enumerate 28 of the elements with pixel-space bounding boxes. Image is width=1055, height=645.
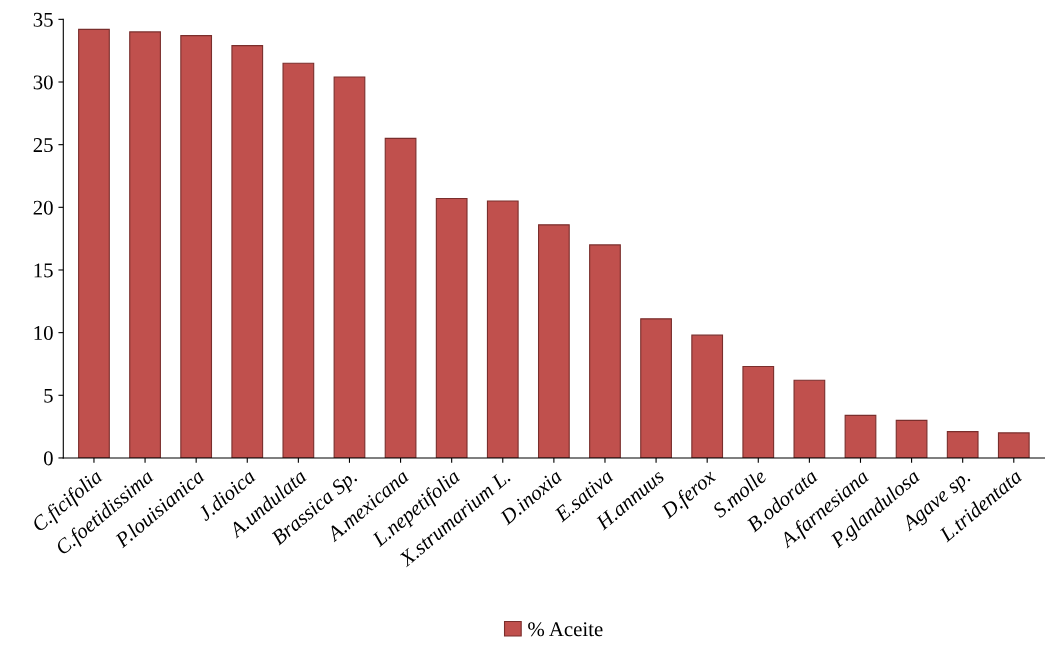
bar bbox=[589, 244, 621, 458]
bar bbox=[640, 318, 672, 458]
y-tick-label: 35 bbox=[33, 12, 53, 27]
bar bbox=[282, 62, 315, 458]
y-tick-label: 20 bbox=[33, 200, 53, 215]
bar bbox=[384, 137, 417, 458]
y-tick-label: 5 bbox=[44, 388, 53, 403]
bar bbox=[78, 28, 110, 458]
bar bbox=[946, 431, 979, 458]
y-tick-label: 25 bbox=[33, 138, 53, 153]
bar bbox=[844, 414, 877, 458]
y-tick-label: 30 bbox=[33, 75, 53, 90]
bar bbox=[180, 35, 213, 458]
y-tick-label: 10 bbox=[34, 326, 53, 341]
bar bbox=[129, 31, 161, 458]
bar bbox=[742, 365, 775, 458]
y-tick-label: 15 bbox=[34, 263, 53, 278]
bar bbox=[537, 224, 570, 458]
bar bbox=[895, 419, 928, 458]
y-tick-label: 0 bbox=[43, 451, 53, 466]
bar bbox=[486, 200, 519, 458]
bar bbox=[997, 432, 1030, 458]
legend-label: % Aceite bbox=[528, 622, 603, 637]
bar bbox=[793, 379, 826, 458]
bar bbox=[333, 76, 366, 458]
bar bbox=[435, 197, 468, 458]
bar bbox=[231, 45, 264, 458]
bar bbox=[691, 334, 724, 458]
